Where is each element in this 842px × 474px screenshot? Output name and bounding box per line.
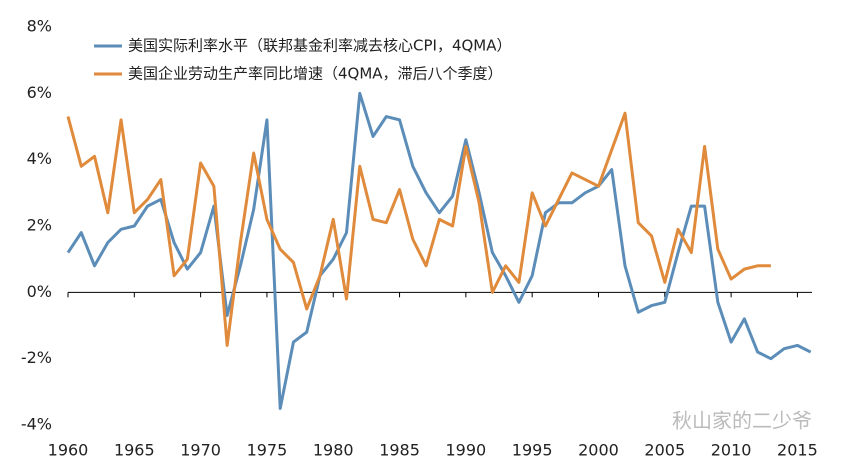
x-tick-label: 2005	[644, 441, 685, 460]
x-tick-label: 1990	[446, 441, 487, 460]
x-tick-label: 2010	[711, 441, 752, 460]
x-tick-label: 1965	[114, 441, 155, 460]
x-tick-label: 1985	[379, 441, 420, 460]
x-tick-label: 1975	[247, 441, 288, 460]
legend-label: 美国企业劳动生产率同比增速（4QMA，滞后八个季度）	[128, 65, 503, 83]
x-tick-label: 1995	[512, 441, 553, 460]
line-series	[66, 91, 812, 410]
y-tick-label: 0%	[27, 282, 52, 301]
x-tick-label: 1970	[180, 441, 221, 460]
line-series	[66, 111, 771, 347]
legend-label: 美国实际利率水平（联邦基金利率减去核心CPI，4QMA）	[128, 37, 512, 55]
x-tick-label: 1960	[48, 441, 89, 460]
y-tick-label: -4%	[21, 415, 52, 434]
y-tick-label: 2%	[27, 216, 52, 235]
y-tick-label: -2%	[21, 348, 52, 367]
y-tick-label: 4%	[27, 149, 52, 168]
x-tick-label: 2000	[578, 441, 619, 460]
x-tick-label: 2015	[777, 441, 818, 460]
watermark: 秋山家的二少爷	[672, 409, 812, 433]
y-tick-label: 6%	[27, 83, 52, 102]
legend: 美国实际利率水平（联邦基金利率减去核心CPI，4QMA） 美国企业劳动生产率同比增…	[94, 37, 512, 83]
x-tick-label: 1980	[313, 441, 354, 460]
y-tick-label: 8%	[27, 17, 52, 36]
